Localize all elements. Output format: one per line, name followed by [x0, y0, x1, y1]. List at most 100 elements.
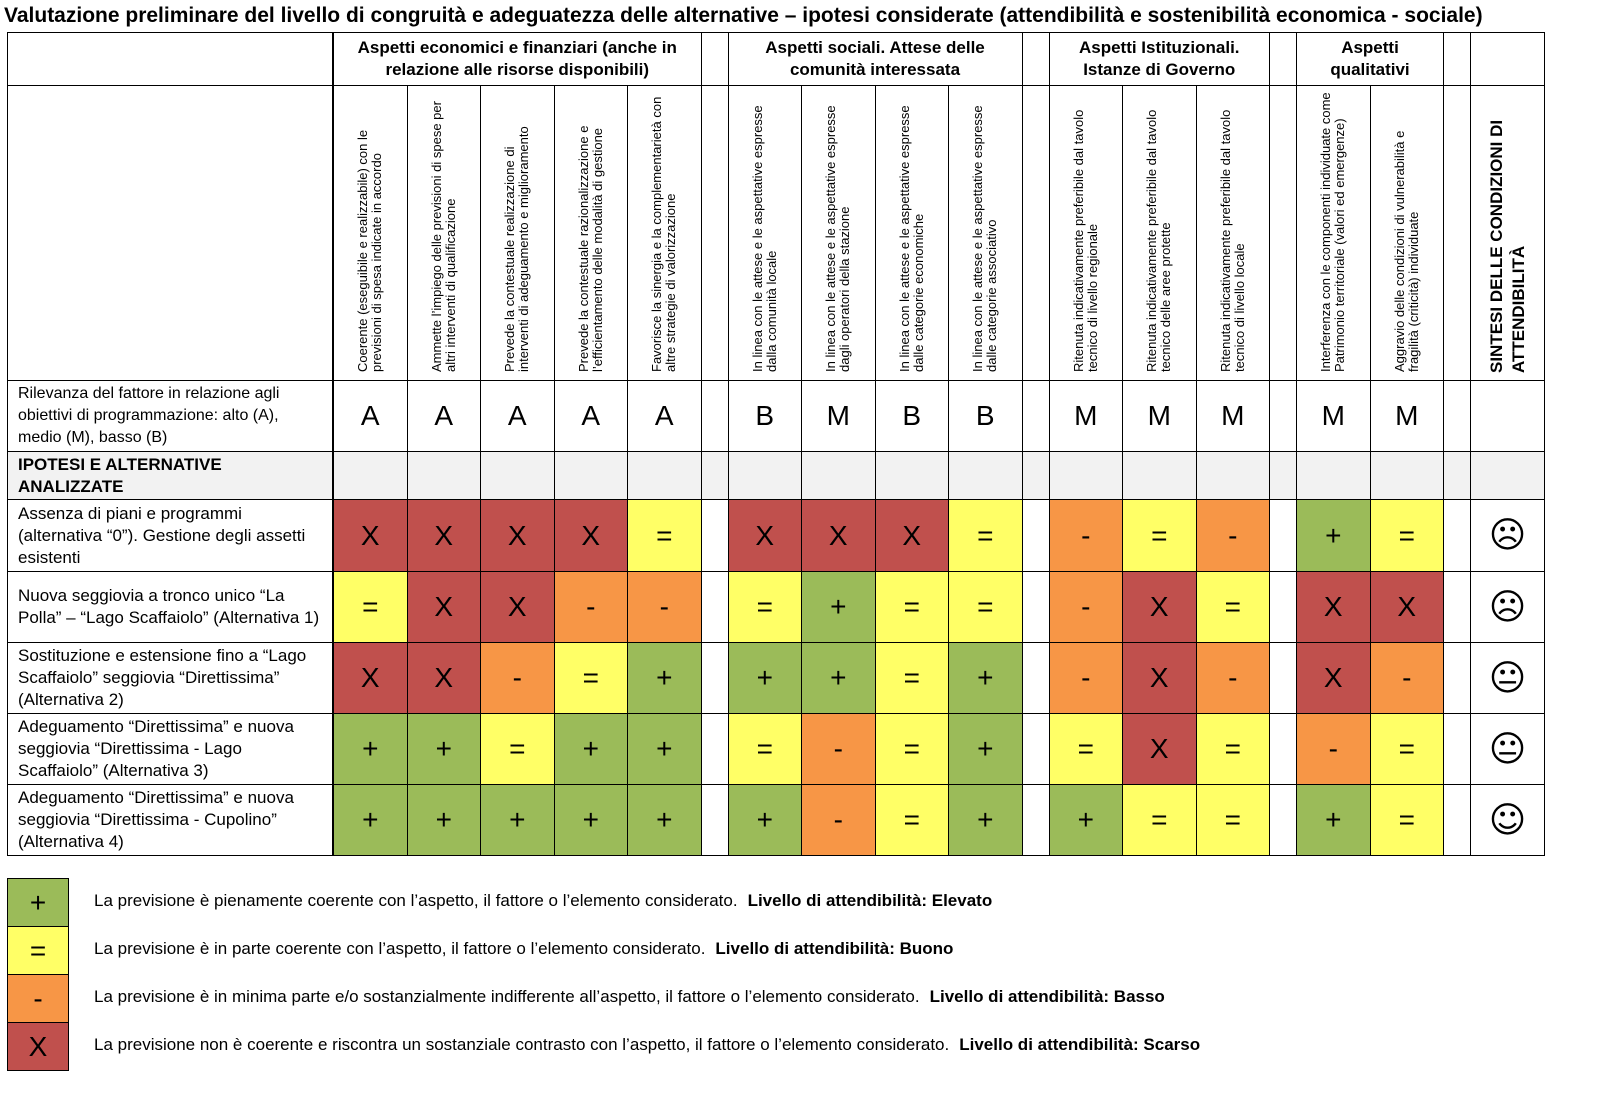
row-label: Nuova seggiovia a tronco unico “La Polla… — [7, 571, 333, 643]
rating-cell: + — [727, 642, 802, 714]
legend-symbol: X — [7, 1022, 69, 1071]
spacer-cell — [1443, 451, 1471, 500]
rating-cell: + — [1296, 499, 1371, 572]
section-cell — [727, 451, 802, 500]
summary-cell — [1470, 451, 1545, 500]
rating-cell: = — [874, 642, 949, 714]
rating-cell: = — [1122, 499, 1197, 572]
spacer-cell — [700, 713, 729, 785]
relevance-cell: A — [480, 380, 555, 452]
rating-cell: + — [948, 713, 1023, 785]
rating-cell: X — [480, 499, 555, 572]
rating-cell: = — [1369, 784, 1444, 856]
section-label: IPOTESI E ALTERNATIVE ANALIZZATE — [7, 451, 333, 500]
column-header: Prevede la contestuale realizzazione di … — [480, 85, 555, 381]
rating-cell: = — [627, 499, 702, 572]
rating-cell: = — [1195, 784, 1270, 856]
rating-cell: - — [553, 571, 628, 643]
header-corner — [7, 85, 333, 381]
legend-symbol: = — [7, 926, 69, 975]
legend-level: Livello di attendibilità: Elevato — [747, 891, 993, 910]
rating-cell: + — [801, 571, 876, 643]
column-label: Aggravio delle condizioni di vulnerabili… — [1391, 130, 1421, 372]
legend-description: La previsione è pienamente coerente con … — [94, 891, 738, 910]
group-header: Aspetti sociali. Attese delle comunità i… — [727, 32, 1023, 86]
section-cell — [1048, 451, 1123, 500]
summary-header-top — [1470, 32, 1545, 86]
legend-text: La previsione è in minima parte e/o sost… — [94, 987, 1165, 1007]
section-cell — [480, 451, 555, 500]
column-label: Interferenza con le componenti individua… — [1318, 92, 1348, 372]
group-header: Aspetti qualitativi — [1296, 32, 1444, 86]
rating-cell: = — [553, 642, 628, 714]
relevance-cell: M — [1048, 380, 1123, 452]
rating-cell: = — [1048, 713, 1123, 785]
section-cell — [1296, 451, 1371, 500]
spacer-cell — [700, 85, 729, 381]
column-header: Interferenza con le componenti individua… — [1296, 85, 1371, 381]
column-header: Aggravio delle condizioni di vulnerabili… — [1369, 85, 1444, 381]
section-cell — [874, 451, 949, 500]
column-label: Ritenuta indicativamente preferibile dal… — [1144, 109, 1174, 372]
row-label: Adeguamento “Direttissima” e nuova seggi… — [7, 784, 333, 856]
spacer-cell — [1021, 571, 1050, 643]
relevance-cell: A — [406, 380, 481, 452]
column-label: In linea con le attese e le aspettative … — [749, 105, 779, 372]
spacer-cell — [1021, 784, 1050, 856]
legend-symbol: + — [7, 878, 69, 927]
rating-cell: X — [1296, 642, 1371, 714]
relevance-cell: B — [727, 380, 802, 452]
column-header: In linea con le attese e le aspettative … — [948, 85, 1023, 381]
column-header: Ritenuta indicativamente preferibile dal… — [1048, 85, 1123, 381]
spacer-cell — [1021, 499, 1050, 572]
rating-cell: X — [1122, 571, 1197, 643]
rating-cell: X — [801, 499, 876, 572]
page-title: Valutazione preliminare del livello di c… — [4, 4, 1483, 27]
legend-description: La previsione è in parte coerente con l’… — [94, 939, 706, 958]
summary-face: ☺ — [1470, 784, 1545, 856]
spacer-cell — [700, 642, 729, 714]
rating-cell: X — [1369, 571, 1444, 643]
section-cell — [553, 451, 628, 500]
column-header: In linea con le attese e le aspettative … — [874, 85, 949, 381]
rating-cell: + — [627, 713, 702, 785]
section-cell — [1122, 451, 1197, 500]
legend-description: La previsione non è coerente e riscontra… — [94, 1035, 950, 1054]
column-label: Ritenuta indicativamente preferibile dal… — [1070, 109, 1100, 372]
column-label: Favorisce la sinergia e la complementari… — [649, 96, 679, 372]
column-label: Prevede la contestuale realizzazione di … — [502, 126, 532, 372]
column-label: Prevede la contestuale razionalizzazione… — [575, 125, 605, 372]
column-header: Ritenuta indicativamente preferibile dal… — [1195, 85, 1270, 381]
legend-level: Livello di attendibilità: Buono — [715, 939, 954, 958]
column-label: Ritenuta indicativamente preferibile dal… — [1217, 109, 1247, 372]
spacer-cell — [1269, 784, 1297, 856]
rating-cell: X — [406, 571, 481, 643]
column-header: Coerente (eseguibile e realizzabile) con… — [333, 85, 408, 381]
spacer-cell — [700, 499, 729, 572]
spacer-cell — [1443, 713, 1471, 785]
rating-cell: X — [406, 499, 481, 572]
section-cell — [801, 451, 876, 500]
spacer-cell — [1269, 85, 1297, 381]
column-header: In linea con le attese e le aspettative … — [727, 85, 802, 381]
spacer-cell — [1021, 713, 1050, 785]
spacer-cell — [700, 571, 729, 643]
group-header: Aspetti Istituzionali. Istanze di Govern… — [1048, 32, 1270, 86]
rating-cell: + — [333, 713, 408, 785]
rating-cell: = — [874, 784, 949, 856]
rating-cell: + — [406, 713, 481, 785]
rating-cell: + — [801, 642, 876, 714]
column-label: In linea con le attese e le aspettative … — [823, 105, 853, 372]
relevance-cell: M — [801, 380, 876, 452]
relevance-cell: B — [874, 380, 949, 452]
rating-cell: + — [406, 784, 481, 856]
rating-cell: = — [727, 571, 802, 643]
rating-cell: - — [1195, 499, 1270, 572]
spacer-cell — [700, 32, 729, 86]
relevance-cell: A — [553, 380, 628, 452]
rating-cell: X — [553, 499, 628, 572]
summary-face: ☹ — [1470, 499, 1545, 572]
rating-cell: = — [1195, 713, 1270, 785]
column-label: Coerente (eseguibile e realizzabile) con… — [355, 129, 385, 372]
